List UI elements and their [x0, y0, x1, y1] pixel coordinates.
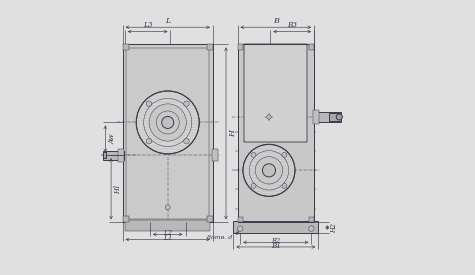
Bar [238, 45, 314, 222]
Circle shape [267, 115, 271, 119]
Bar [313, 110, 319, 124]
Bar [207, 45, 213, 51]
Circle shape [146, 101, 152, 106]
Circle shape [282, 183, 287, 188]
Text: H2: H2 [331, 222, 339, 233]
Circle shape [251, 183, 256, 188]
Text: Aw: Aw [108, 134, 116, 144]
Circle shape [184, 101, 189, 106]
Bar [309, 217, 314, 222]
Bar [118, 149, 124, 162]
Circle shape [146, 139, 152, 144]
Bar [309, 45, 314, 50]
Circle shape [336, 114, 342, 120]
Text: L: L [165, 17, 171, 25]
Bar [238, 45, 314, 222]
Text: H1: H1 [114, 184, 123, 194]
Bar [244, 45, 307, 142]
Text: B1: B1 [271, 242, 281, 250]
Bar [123, 45, 213, 222]
Text: L2: L2 [163, 229, 172, 237]
Circle shape [282, 152, 287, 157]
Bar [244, 45, 307, 142]
Bar [314, 112, 342, 122]
Bar [123, 216, 129, 222]
Circle shape [238, 226, 243, 231]
Bar [125, 219, 210, 230]
Circle shape [162, 116, 174, 128]
Bar [329, 113, 342, 120]
Text: B3: B3 [287, 21, 297, 29]
Bar [207, 216, 213, 222]
Bar [238, 45, 243, 50]
Text: H: H [229, 130, 238, 137]
Circle shape [136, 91, 199, 154]
Bar [233, 221, 318, 233]
Bar [103, 151, 124, 160]
Text: L3: L3 [143, 21, 152, 29]
Circle shape [149, 104, 186, 141]
Bar [238, 217, 243, 222]
Text: 8отв. d: 8отв. d [207, 235, 232, 240]
Circle shape [255, 157, 283, 184]
Circle shape [165, 205, 170, 210]
Text: L1: L1 [163, 234, 172, 242]
Bar [123, 45, 213, 222]
Bar [123, 45, 129, 51]
Bar [126, 48, 209, 219]
Circle shape [184, 139, 189, 144]
Bar [103, 152, 106, 158]
Circle shape [309, 226, 314, 231]
Text: B: B [273, 17, 279, 25]
Circle shape [243, 144, 295, 196]
Bar [211, 149, 218, 161]
Circle shape [262, 164, 276, 177]
Circle shape [251, 152, 256, 157]
Text: B2: B2 [271, 237, 280, 245]
